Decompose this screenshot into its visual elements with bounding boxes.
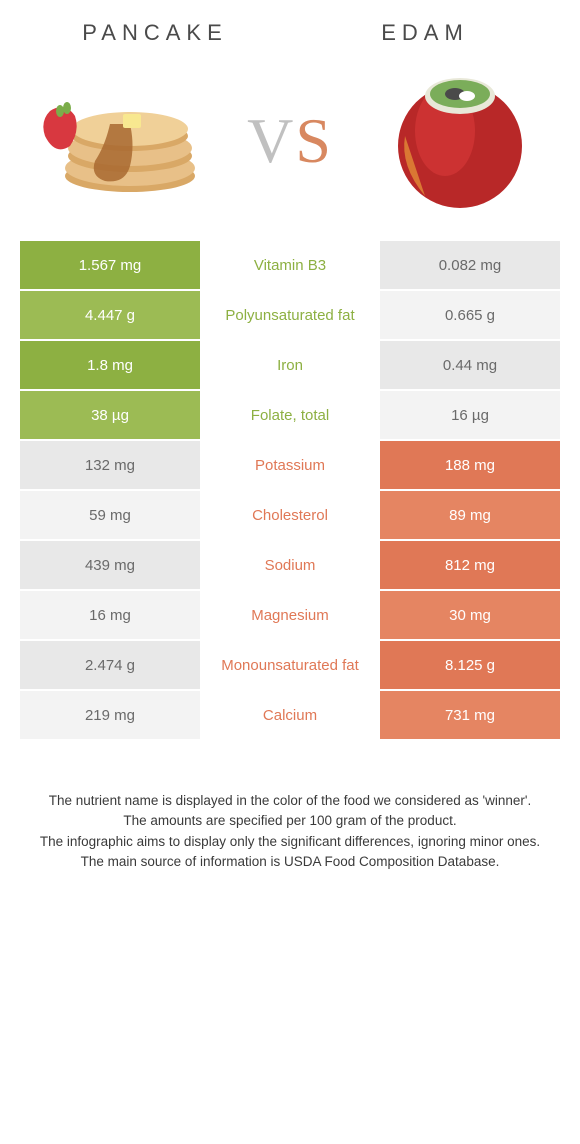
right-value-cell: 0.082 mg	[380, 241, 560, 291]
nutrient-name-cell: Vitamin B3	[200, 241, 380, 291]
vs-label: VS	[247, 104, 333, 178]
footer-line-4: The main source of information is USDA F…	[35, 852, 545, 872]
left-food-title: PANCAKE	[20, 20, 290, 46]
left-value-cell: 38 µg	[20, 391, 200, 441]
table-row: 219 mgCalcium731 mg	[20, 691, 560, 741]
table-row: 59 mgCholesterol89 mg	[20, 491, 560, 541]
right-value-cell: 89 mg	[380, 491, 560, 541]
left-value-cell: 16 mg	[20, 591, 200, 641]
footer-line-2: The amounts are specified per 100 gram o…	[35, 811, 545, 831]
vs-v: V	[247, 105, 295, 176]
right-value-cell: 812 mg	[380, 541, 560, 591]
right-value-cell: 731 mg	[380, 691, 560, 741]
table-row: 439 mgSodium812 mg	[20, 541, 560, 591]
table-row: 1.8 mgIron0.44 mg	[20, 341, 560, 391]
edam-image	[370, 71, 550, 211]
images-row: VS	[20, 71, 560, 211]
nutrient-name-cell: Monounsaturated fat	[200, 641, 380, 691]
table-row: 4.447 gPolyunsaturated fat0.665 g	[20, 291, 560, 341]
table-row: 38 µgFolate, total16 µg	[20, 391, 560, 441]
left-value-cell: 439 mg	[20, 541, 200, 591]
nutrient-name-cell: Potassium	[200, 441, 380, 491]
nutrient-name-cell: Cholesterol	[200, 491, 380, 541]
footer-line-3: The infographic aims to display only the…	[35, 832, 545, 852]
nutrient-name-cell: Folate, total	[200, 391, 380, 441]
pancake-image	[30, 71, 210, 211]
table-row: 2.474 gMonounsaturated fat8.125 g	[20, 641, 560, 691]
right-value-cell: 188 mg	[380, 441, 560, 491]
left-value-cell: 1.567 mg	[20, 241, 200, 291]
header-row: PANCAKE EDAM	[20, 20, 560, 46]
left-value-cell: 4.447 g	[20, 291, 200, 341]
left-value-cell: 59 mg	[20, 491, 200, 541]
nutrient-name-cell: Sodium	[200, 541, 380, 591]
nutrient-table: 1.567 mgVitamin B30.082 mg4.447 gPolyuns…	[20, 241, 560, 741]
left-value-cell: 2.474 g	[20, 641, 200, 691]
left-value-cell: 132 mg	[20, 441, 200, 491]
nutrient-name-cell: Magnesium	[200, 591, 380, 641]
right-value-cell: 16 µg	[380, 391, 560, 441]
table-row: 16 mgMagnesium30 mg	[20, 591, 560, 641]
right-value-cell: 30 mg	[380, 591, 560, 641]
left-value-cell: 1.8 mg	[20, 341, 200, 391]
right-value-cell: 0.665 g	[380, 291, 560, 341]
nutrient-name-cell: Calcium	[200, 691, 380, 741]
footer-notes: The nutrient name is displayed in the co…	[20, 791, 560, 872]
table-row: 1.567 mgVitamin B30.082 mg	[20, 241, 560, 291]
footer-line-1: The nutrient name is displayed in the co…	[35, 791, 545, 811]
nutrient-name-cell: Iron	[200, 341, 380, 391]
right-food-title: EDAM	[290, 20, 560, 46]
table-row: 132 mgPotassium188 mg	[20, 441, 560, 491]
left-value-cell: 219 mg	[20, 691, 200, 741]
right-value-cell: 0.44 mg	[380, 341, 560, 391]
vs-s: S	[295, 105, 333, 176]
right-value-cell: 8.125 g	[380, 641, 560, 691]
nutrient-name-cell: Polyunsaturated fat	[200, 291, 380, 341]
